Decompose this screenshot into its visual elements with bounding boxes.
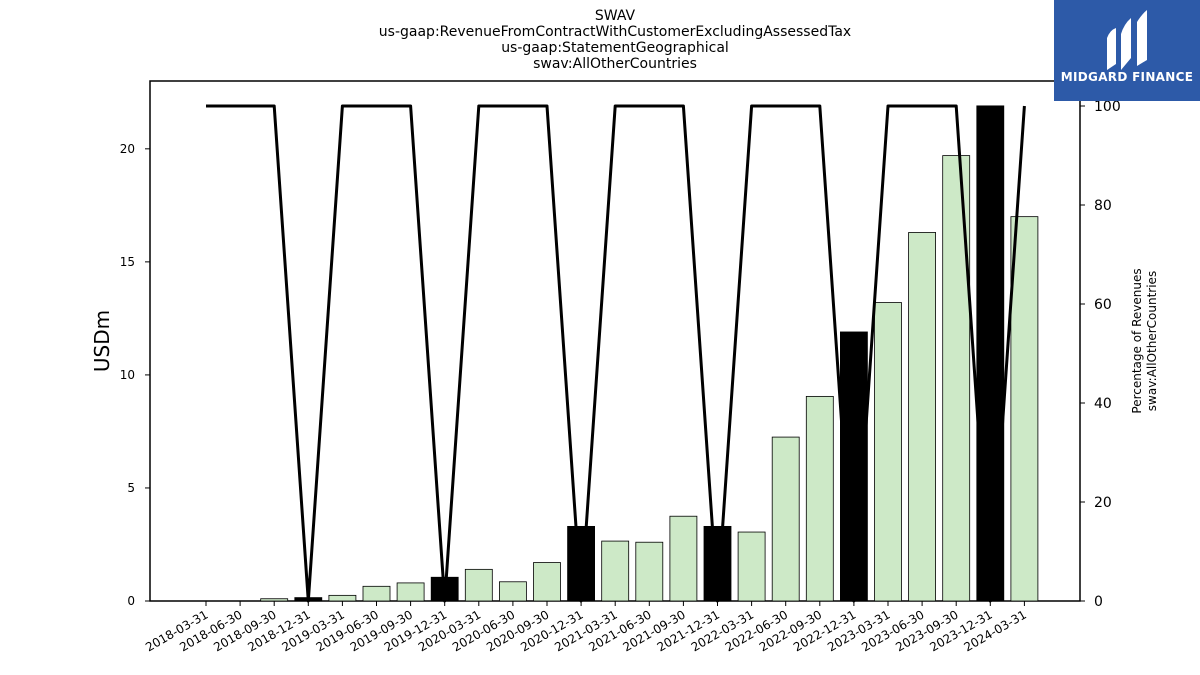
logo-text: MIDGARD FINANCE (1061, 70, 1193, 84)
title-line-1: SWAV (595, 8, 636, 24)
y-tick-label: 0 (127, 594, 135, 608)
bar-2018-09-30 (260, 598, 289, 602)
bar-2022-09-30 (805, 395, 834, 602)
y2-tick-label: 60 (1094, 297, 1112, 313)
bar-2022-06-30 (771, 436, 800, 602)
y-axis-label: USDm (90, 310, 114, 372)
y2-tick-label: 80 (1094, 198, 1112, 214)
y-tick-label: 15 (120, 255, 135, 269)
percentage-line-series (206, 104, 1026, 603)
percentage-line (206, 104, 1026, 603)
bar-2020-06-30 (498, 581, 527, 602)
title-line-2: us-gaap:RevenueFromContractWithCustomerE… (379, 24, 851, 40)
title-line-4: swav:AllOtherCountries (533, 56, 697, 72)
y2-tick-label: 40 (1094, 396, 1112, 412)
y-tick-label: 10 (120, 368, 135, 382)
y2-axis-label-line-2: swav:AllOtherCountries (1145, 271, 1159, 411)
y2-tick-label: 100 (1094, 99, 1121, 115)
bar-2021-09-30 (669, 515, 698, 602)
midgard-finance-logo: MIDGARD FINANCE (1054, 0, 1200, 101)
bar-2019-03-31 (328, 594, 357, 602)
bar-2023-06-30 (908, 232, 936, 602)
x-axis: 2018-03-312018-06-302018-09-302018-12-31… (143, 601, 1029, 654)
y2-tick-label: 0 (1094, 594, 1103, 610)
y2-tick-label: 20 (1094, 495, 1112, 511)
bar-2023-12-31 (976, 105, 1005, 602)
bar-2020-09-30 (533, 562, 561, 602)
bar-2020-03-31 (464, 568, 493, 602)
bar-2023-03-31 (874, 302, 902, 602)
bar-series (260, 105, 1039, 602)
logo-mark-icon (1107, 10, 1147, 70)
y-tick-label: 5 (127, 481, 135, 495)
chart-title: SWAV us-gaap:RevenueFromContractWithCust… (379, 8, 851, 72)
y-tick-label: 20 (120, 142, 135, 156)
y-axis-left: 0 5 10 15 20 (120, 142, 150, 608)
bar-2024-03-31 (1010, 216, 1039, 602)
bar-2022-03-31 (737, 531, 766, 602)
bar-2019-09-30 (396, 582, 425, 602)
bar-2021-06-30 (635, 541, 664, 602)
title-line-3: us-gaap:StatementGeographical (501, 40, 729, 56)
bar-2021-03-31 (601, 540, 630, 602)
y-axis-right: 0 20 40 60 80 100 (1080, 99, 1121, 610)
y2-axis-label-line-1: Percentage of Revenues (1130, 268, 1144, 413)
bar-2019-06-30 (362, 585, 391, 602)
